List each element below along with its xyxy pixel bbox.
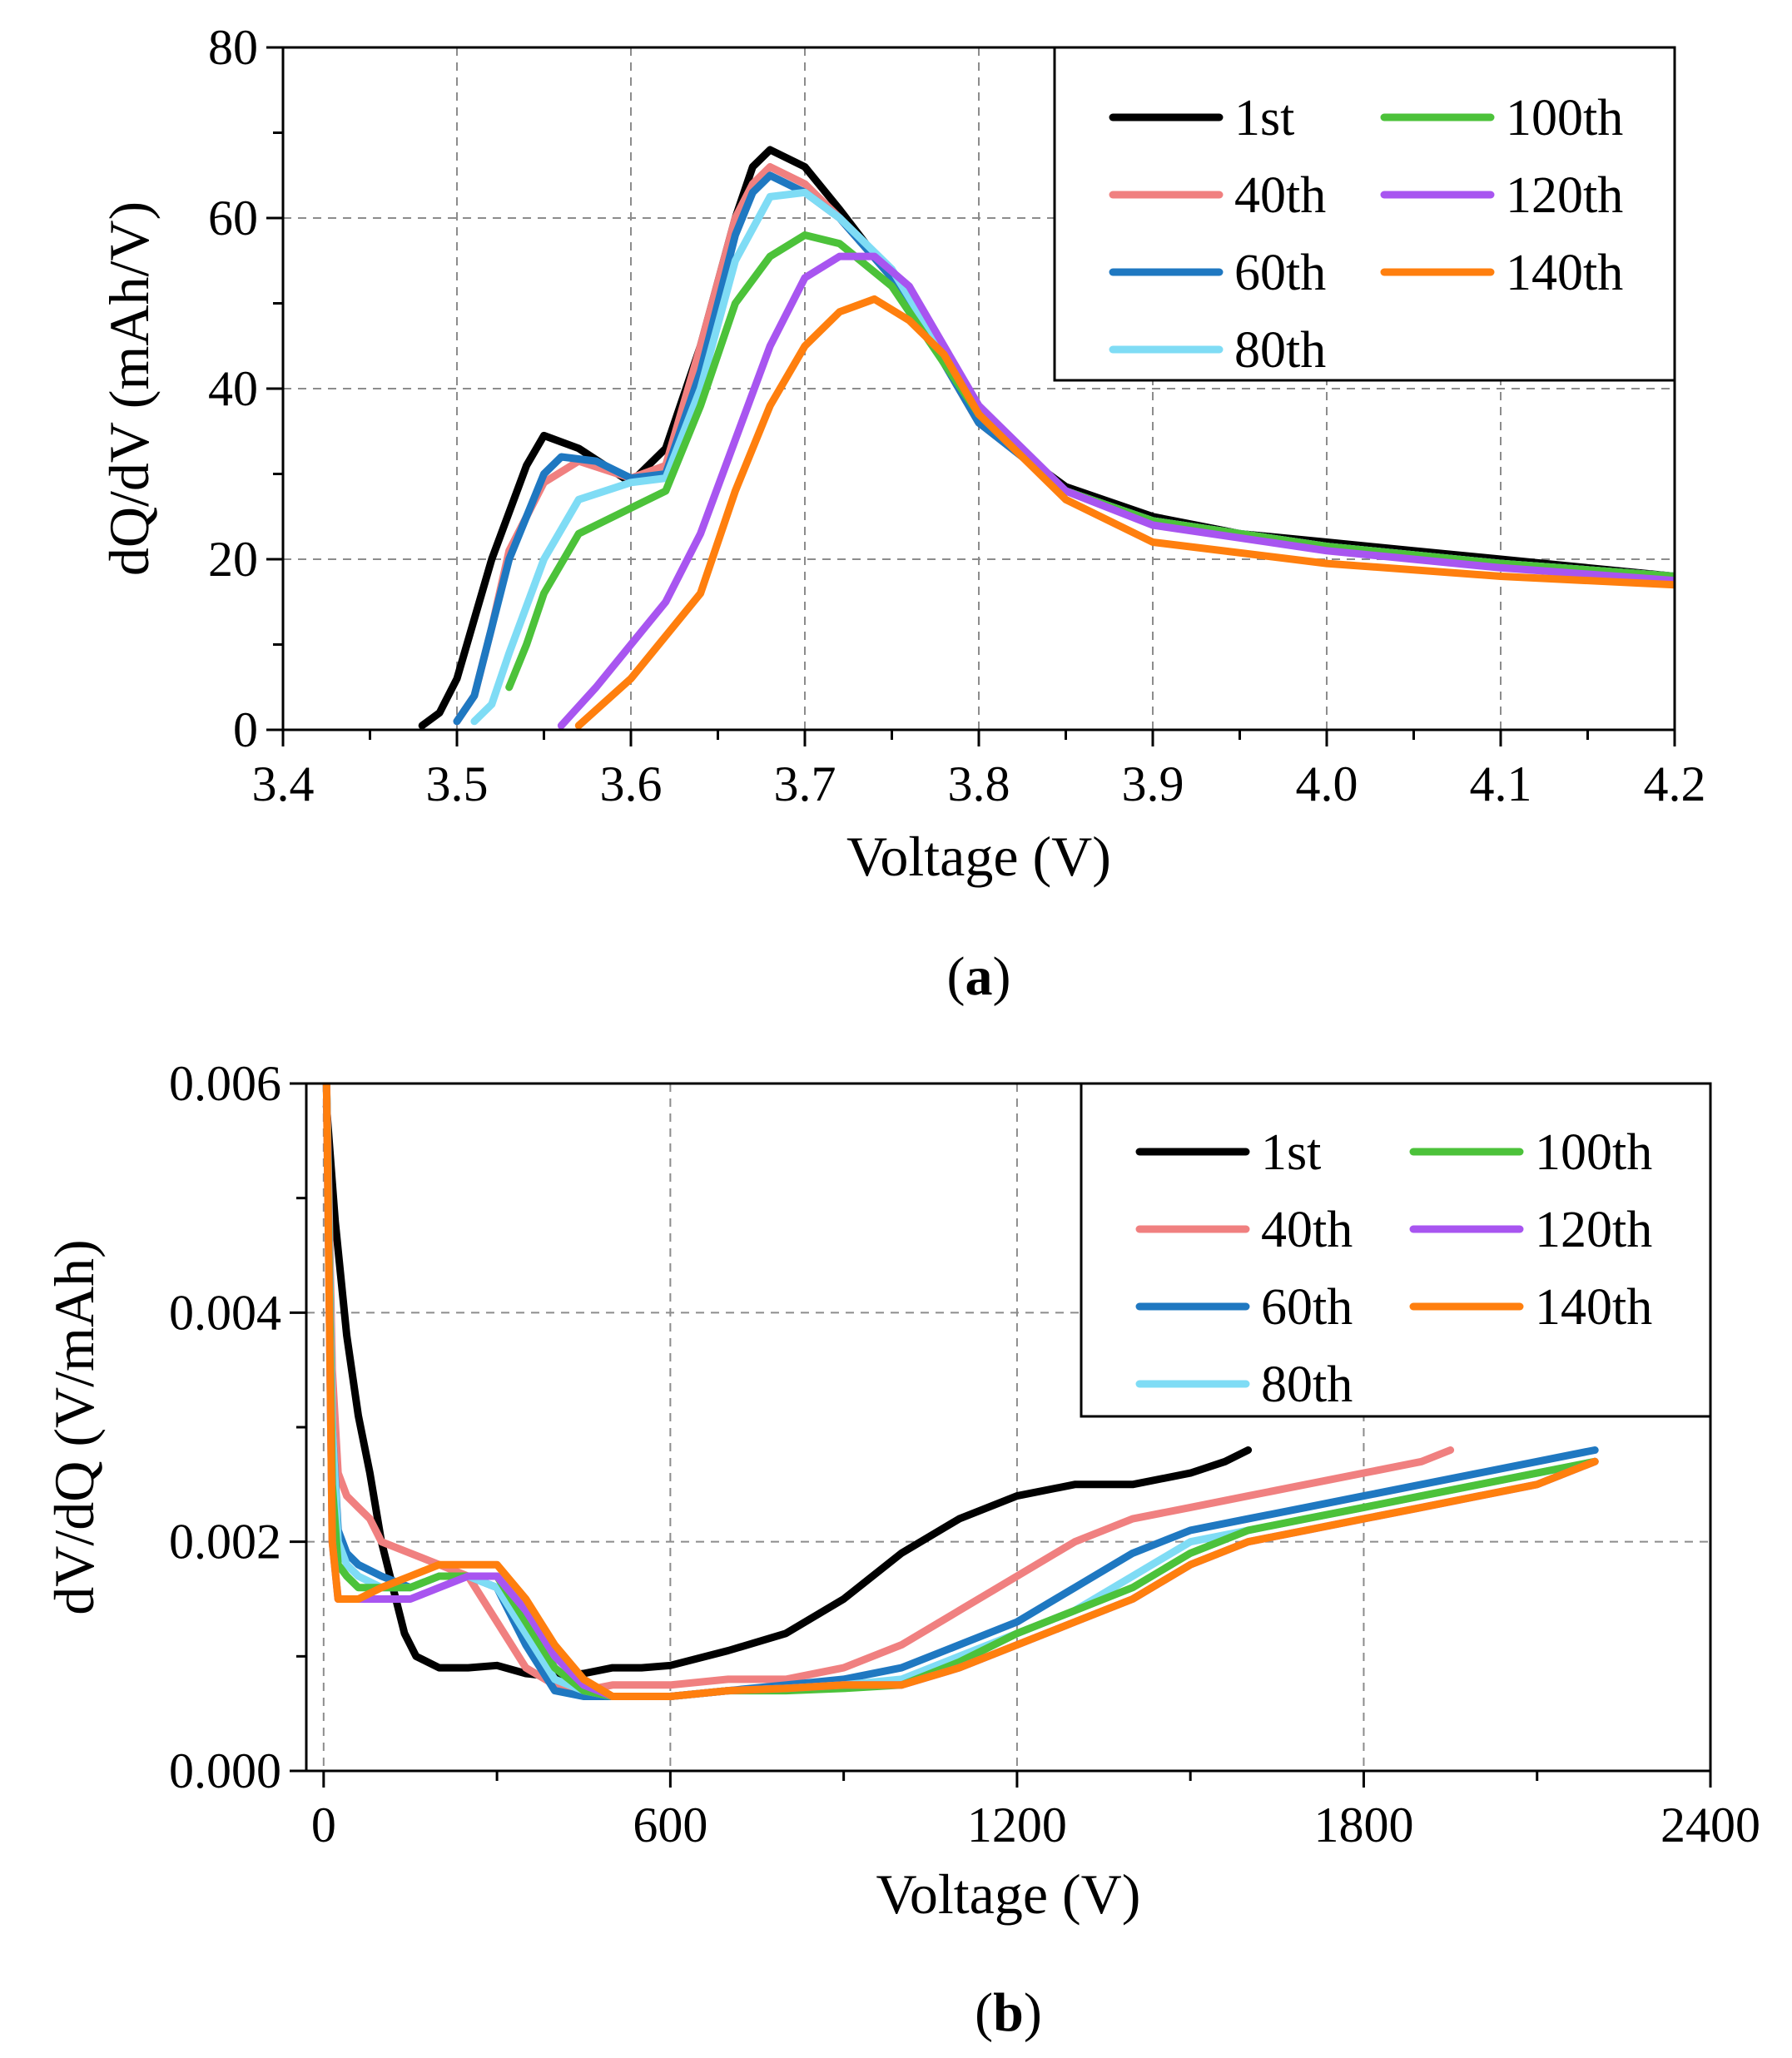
legend-label-80th: 80th xyxy=(1261,1356,1353,1413)
legend-label-100th: 100th xyxy=(1506,90,1623,146)
caption-open-paren: ( xyxy=(947,946,965,1007)
panel-a: 3.4 3.5 3.6 3.7 3.8 3.9 4.0 4.1 4.2 0 20 40 60 80 Volt… xyxy=(97,20,1706,1007)
y-tick-label: 40 xyxy=(208,361,258,416)
legend-box xyxy=(1053,46,1676,382)
y-tick-label: 60 xyxy=(208,191,258,245)
y-tick-label: 0.000 xyxy=(169,1743,281,1798)
x-tick-label: 4.0 xyxy=(1296,756,1358,811)
panel-b: 0 600 1200 1800 2400 0.000 0.002 0.004 0.006 Volt… xyxy=(42,1056,1760,2043)
x-tick-label: 4.1 xyxy=(1470,756,1532,811)
series-group xyxy=(322,1084,1599,1700)
legend-label-100th: 100th xyxy=(1535,1124,1652,1181)
legend-label-120th: 120th xyxy=(1535,1202,1652,1258)
caption-open-paren: ( xyxy=(975,1982,993,2043)
caption-letter: a xyxy=(965,946,993,1007)
caption-close-paren: ) xyxy=(993,946,1011,1007)
legend-box xyxy=(1080,1082,1712,1418)
series-group xyxy=(418,146,1675,730)
x-tick-label: 3.6 xyxy=(600,756,663,811)
legend-label-40th: 40th xyxy=(1234,167,1326,224)
y-tick-label: 0 xyxy=(233,702,258,757)
x-tick-label: 3.4 xyxy=(252,756,315,811)
x-axis-label: Voltage (V) xyxy=(876,1862,1141,1926)
legend-label-140th: 140th xyxy=(1506,245,1623,301)
legend-label-1st: 1st xyxy=(1234,90,1294,146)
panel-caption: (b) xyxy=(975,1982,1042,2043)
x-tick-label: 4.2 xyxy=(1644,756,1706,811)
y-axis-label: dV/dQ (V/mAh) xyxy=(42,1239,106,1614)
y-tick-label: 20 xyxy=(208,532,258,587)
legend-label-120th: 120th xyxy=(1506,167,1623,224)
caption-letter: b xyxy=(993,1982,1024,2043)
caption-close-paren: ) xyxy=(1024,1982,1042,2043)
x-tick-label: 600 xyxy=(633,1798,707,1852)
x-tick-label: 1800 xyxy=(1313,1798,1413,1852)
legend-label-1st: 1st xyxy=(1261,1124,1321,1181)
x-tick-label: 3.5 xyxy=(426,756,489,811)
legend-label-80th: 80th xyxy=(1234,322,1326,379)
series-line-40th xyxy=(322,1084,1455,1695)
legend-label-60th: 60th xyxy=(1234,245,1326,301)
legend-label-140th: 140th xyxy=(1535,1279,1652,1336)
legend-label-40th: 40th xyxy=(1261,1202,1353,1258)
x-tick-label: 3.9 xyxy=(1122,756,1184,811)
series-line-140th xyxy=(574,295,1675,730)
x-tick-label: 3.7 xyxy=(774,756,836,811)
y-axis-label: dQ/dV (mAh/V) xyxy=(97,201,161,576)
x-tick-label: 0 xyxy=(311,1798,336,1852)
x-tick-label: 1200 xyxy=(967,1798,1067,1852)
x-axis-label: Voltage (V) xyxy=(846,825,1111,888)
x-tick-label: 3.8 xyxy=(948,756,1010,811)
x-tick-label: 2400 xyxy=(1660,1798,1760,1852)
y-tick-label: 0.004 xyxy=(169,1285,281,1340)
series-line-120th xyxy=(557,252,1675,730)
series-line-100th xyxy=(505,231,1675,692)
panel-caption: (a) xyxy=(947,946,1011,1007)
y-tick-label: 80 xyxy=(208,20,258,75)
y-tick-label: 0.006 xyxy=(169,1056,281,1111)
legend-label-60th: 60th xyxy=(1261,1279,1353,1336)
series-line-140th xyxy=(322,1084,1599,1700)
y-tick-label: 0.002 xyxy=(169,1515,281,1570)
